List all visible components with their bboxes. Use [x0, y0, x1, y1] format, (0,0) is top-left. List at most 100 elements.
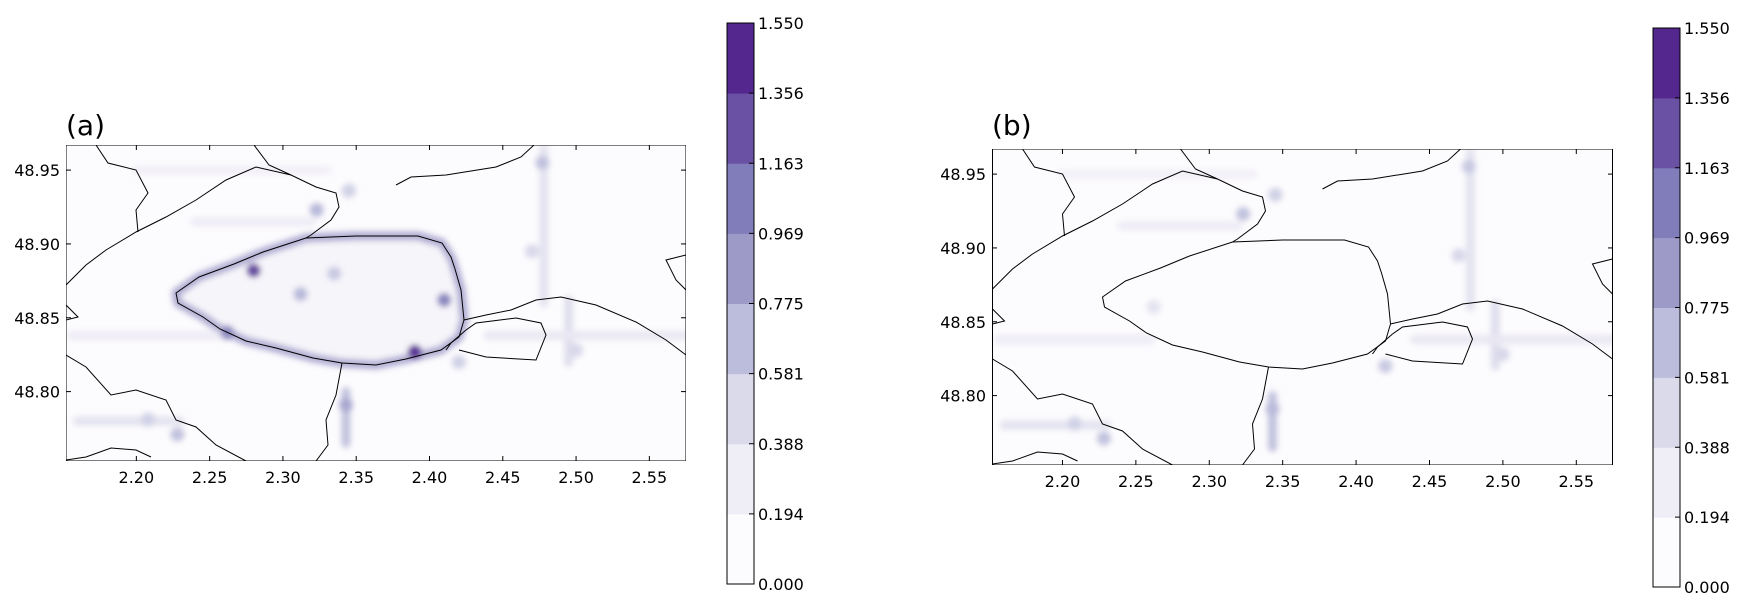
heat-hotspot: [1495, 347, 1510, 362]
y-tick-label: 48.90: [940, 239, 986, 258]
x-tick-label: 2.50: [558, 468, 594, 487]
y-tick-label: 48.85: [940, 313, 986, 332]
outer-boundary-north: [66, 166, 340, 286]
heat-hotspot: [1146, 300, 1161, 314]
heat-hotspot: [451, 355, 466, 370]
x-tick-label: 2.40: [1338, 472, 1374, 491]
paris-boundary: [1101, 239, 1392, 370]
map-area: [992, 149, 1613, 465]
heat-hotspot: [525, 244, 540, 259]
boundary-lines: [992, 149, 1613, 465]
inner-boundary-east: [1372, 321, 1474, 365]
colorbar-segment: [727, 233, 754, 304]
colorbar-segment: [727, 443, 754, 515]
colorbar-segment: [1653, 307, 1680, 378]
y-tick-label: 48.80: [14, 383, 60, 402]
colorbar-tick-label: 0.388: [1684, 438, 1730, 457]
heat-hotspot: [1096, 431, 1111, 446]
inner-boundary-north: [1180, 149, 1218, 180]
inner-boundary-northwest: [95, 145, 149, 233]
heat-hotspot: [327, 266, 342, 281]
heat-hotspot: [437, 293, 452, 308]
map-background: [992, 149, 1613, 465]
x-tick-label: 2.45: [485, 468, 521, 487]
heat-hotspot: [293, 287, 308, 302]
colorbar-segment: [1653, 237, 1680, 308]
colorbar-segment: [727, 163, 754, 234]
colorbar-tick-label: 1.356: [758, 84, 804, 103]
colorbar-tick-label: 1.163: [1684, 159, 1730, 178]
colorbar-tick-label: 0.000: [758, 575, 804, 594]
colorbar-tick-label: 0.775: [758, 295, 804, 314]
colorbar-tick-label: 0.581: [758, 365, 804, 384]
panel-a: (a) 2.20 2.25 2.30 2.35 2.40 2.45 2.50 2.55 48: [14, 14, 804, 594]
x-tick-label: 2.55: [1558, 472, 1594, 491]
colorbar-segment: [727, 303, 754, 375]
heat-hotspot: [1268, 187, 1283, 202]
heat-hotspot: [1236, 206, 1251, 221]
outer-boundary-south: [315, 362, 343, 461]
heat-hotspot: [1378, 359, 1393, 374]
inner-boundary-east: [445, 317, 547, 361]
y-tick-label: 48.90: [14, 235, 60, 254]
inner-boundary-northwest: [1022, 149, 1076, 237]
inner-boundary-northeast: [395, 145, 535, 186]
y-tick-label: 48.95: [14, 161, 60, 180]
colorbar-tick-label: 1.550: [1684, 19, 1730, 38]
x-tick-label: 2.20: [119, 468, 155, 487]
inner-boundary-northeast: [1322, 149, 1461, 190]
inner-boundary-far-west: [66, 304, 79, 321]
inner-boundary-far-west: [992, 308, 1006, 325]
heat-hotspot: [569, 343, 584, 358]
colorbar-segment: [1653, 377, 1680, 448]
colorbar-segment: [727, 93, 754, 164]
colorbar-tick-label: 0.969: [1684, 229, 1730, 248]
heat-hotspot: [341, 183, 356, 198]
inner-boundary-southwest: [992, 358, 1173, 465]
inner-boundary-west: [992, 451, 1078, 465]
x-tick-label: 2.30: [265, 468, 301, 487]
heat-layer: [993, 149, 1613, 452]
inner-boundary-north: [253, 145, 292, 176]
colorbar-segment: [1653, 447, 1680, 518]
panel-b: (b) 2.20 2.25 2.30 2.35 2.40 2.45 2.50 2.55 48: [940, 19, 1730, 597]
colorbar-tick-label: 0.194: [758, 505, 804, 524]
heat-hotspot: [141, 412, 156, 427]
y-axis: 48.95 48.90 48.85 48.80: [940, 165, 1613, 406]
x-tick-label: 2.35: [1265, 472, 1301, 491]
heat-hotspot: [170, 427, 185, 442]
y-tick-label: 48.80: [940, 387, 986, 406]
colorbar-tick-label: 0.775: [1684, 299, 1730, 318]
colorbar-tick-label: 0.581: [1684, 368, 1730, 387]
inner-boundary-west: [66, 447, 152, 461]
outer-boundary-north: [992, 170, 1267, 290]
axes-frame: [992, 149, 1613, 465]
colorbar-segment: [727, 373, 754, 445]
colorbar-segment: [1653, 97, 1680, 169]
colorbar: 1.550 1.356 1.163 0.969 0.775 0.581 0.388 0.194…: [1652, 19, 1730, 597]
heat-hotspot: [338, 397, 353, 412]
colorbar: 1.550 1.356 1.163 0.969 0.775 0.581 0.388 0.194…: [726, 14, 804, 594]
colorbar-segment: [727, 23, 754, 94]
colorbar-segment: [1653, 28, 1680, 99]
heat-hotspot: [1461, 159, 1476, 174]
y-axis: 48.95 48.90 48.85 48.80: [14, 161, 686, 402]
paris-boundary: [175, 235, 465, 366]
panel-label: (a): [66, 109, 105, 142]
boundary-lines: [66, 145, 686, 461]
heat-hotspot: [535, 155, 550, 170]
outer-boundary-east: [1390, 300, 1613, 360]
colorbar-tick-label: 1.550: [758, 14, 804, 33]
heat-hotspot: [246, 263, 261, 278]
x-tick-label: 2.20: [1045, 472, 1081, 491]
colorbar-tick-label: 0.000: [1684, 578, 1730, 597]
inner-boundary-far-east: [665, 254, 686, 291]
colorbar-segment: [1653, 167, 1680, 239]
x-tick-label: 2.55: [632, 468, 668, 487]
x-tick-label: 2.25: [192, 468, 228, 487]
outer-boundary-east: [463, 296, 686, 356]
map-area: [66, 145, 686, 461]
heat-hotspot: [309, 202, 324, 217]
colorbar-tick-label: 1.356: [1684, 89, 1730, 108]
